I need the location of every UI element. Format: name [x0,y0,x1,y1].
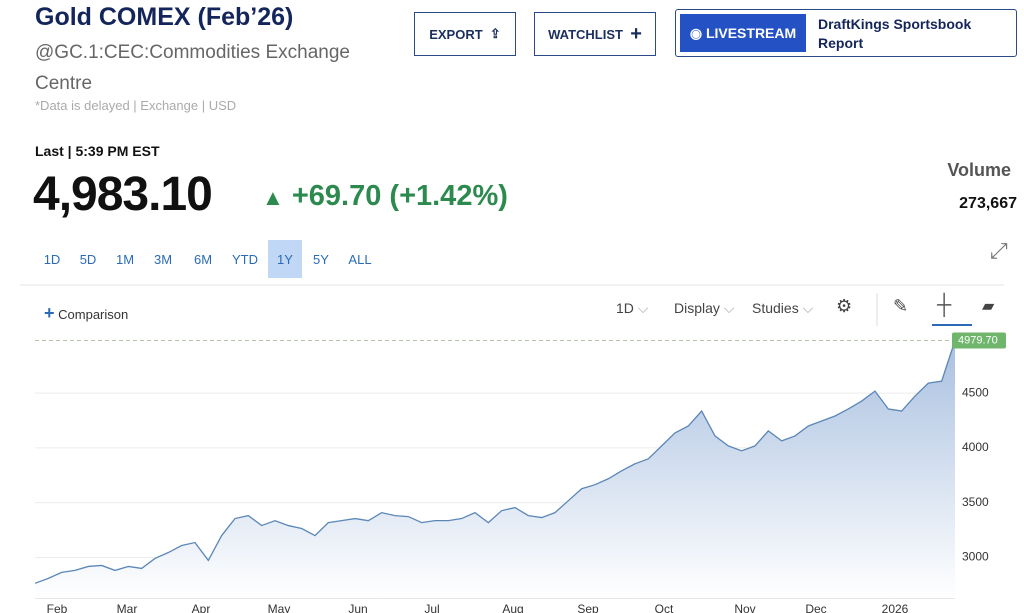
livestream-button[interactable]: ◉ LIVESTREAM [680,14,806,52]
label: EXPORT [429,26,483,42]
volume-label: Volume [947,160,1011,180]
label: Display [674,300,720,316]
last-label: Last | 5:39 PM EST [35,143,160,159]
x-tick-label: Jun [348,602,367,613]
line [34,340,956,584]
label: WATCHLIST [548,26,623,42]
range-button[interactable]: 1M [115,251,135,267]
range-button[interactable]: 5D [79,251,97,267]
studies[interactable]: Studies ⌵ [752,300,814,316]
change: ▲ +69.70 (+1.42%) [262,180,508,212]
interval[interactable]: 1D ⌵ [616,300,649,316]
x-tick-label: Jul [424,602,439,613]
range-button[interactable]: YTD [232,251,258,267]
range-button[interactable]: 1D [43,251,61,267]
y-tick-label: 3000 [962,550,989,564]
disclaimer: *Data is delayed | Exchange | USD [35,98,237,113]
x-tick-label: Feb [47,602,68,613]
price: 4,983.10 [33,168,213,221]
promo-text: DraftKings Sportsbook Report [818,16,972,51]
label: 1D [616,300,634,316]
x-tick-label: Aug [502,602,523,613]
draw-icon[interactable]: ✎ [893,296,909,316]
y-tick-label: 4500 [962,385,989,399]
comparison[interactable]: + Comparison [44,303,129,323]
volume: 273,667 [959,195,1017,212]
display[interactable]: Display ⌵ [674,300,735,316]
x-tick-label: Apr [192,602,211,613]
range-button[interactable]: 1Y [268,240,302,278]
x-tick-label: Mar [117,602,138,613]
title: Gold COMEX (Feb’26) [35,3,294,31]
label: Studies [752,300,799,316]
symbol: @GC.1:CEC:Commodities Exchange Centre [35,42,350,94]
range-button[interactable]: 5Y [313,251,329,267]
x-tick-label: Oct [655,602,674,613]
y-tick-label: 3500 [962,495,989,509]
label: Comparison [58,307,129,322]
last-price-label: 4979.70 [958,334,998,346]
settings-icon[interactable]: ⚙ [836,296,853,316]
x-tick-label: Dec [805,602,826,613]
x-tick-label: Sep [577,602,599,613]
range-button[interactable]: 6M [193,251,213,267]
x-tick-label: 2026 [882,602,909,613]
change-value: +69.70 (+1.42%) [291,180,508,212]
label: LIVESTREAM [705,25,797,41]
promo-box[interactable]: ◉ LIVESTREAM DraftKings Sportsbook Repor… [675,9,1017,57]
x-tick-label: May [268,602,291,613]
x-tick-label: Nov [734,602,755,613]
comment-icon[interactable]: ▰ [982,298,995,315]
range-button[interactable]: 3M [153,251,173,267]
area [35,340,955,598]
watchlist-button[interactable]: WATCHLIST + [534,12,656,56]
range-button[interactable]: ALL [348,251,372,267]
export-button[interactable]: EXPORT ⇪ [414,12,516,56]
last-price-tag [952,332,1006,349]
y-tick-label: 4000 [962,440,989,454]
expand-icon[interactable]: ⤢ [990,238,1008,263]
crosshair-icon[interactable]: ┼ [937,294,952,316]
